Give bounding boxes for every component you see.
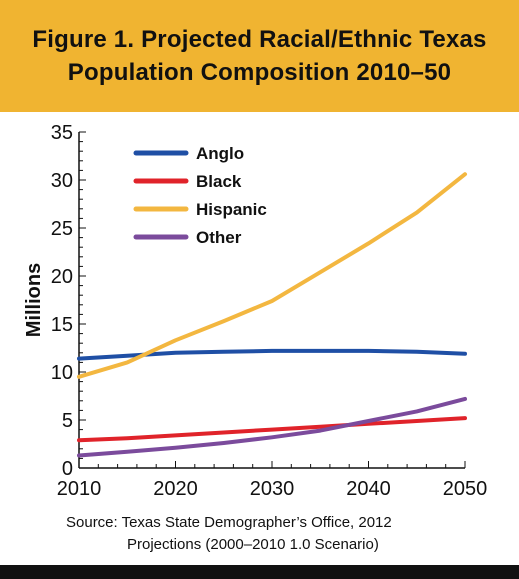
y-tick-label: 15 [51,314,73,336]
series-line-other [77,396,467,458]
series-line-black [77,416,467,443]
y-tick-label: 25 [51,218,73,240]
legend-label-black: Black [196,172,242,191]
y-tick-label: 10 [51,362,73,384]
y-tick-label: 30 [51,170,73,192]
y-tick-label: 35 [51,122,73,144]
figure-title-line-2: Population Composition 2010–50 [67,59,452,86]
legend-label-other: Other [196,228,242,247]
figure-title-banner: Figure 1. Projected Racial/Ethnic Texas … [0,0,519,112]
x-tick-label: 2030 [250,478,295,500]
y-tick-label: 20 [51,266,73,288]
x-tick-label: 2020 [153,478,198,500]
x-tick-label: 2050 [443,478,488,500]
line-chart: 0 5 10 15 20 25 30 35 2010 2020 2030 2040 2050 Millio… [23,122,488,500]
x-tick-label: 2010 [57,478,102,500]
source-line-1: Source: Texas State Demographer’s Office… [66,514,392,531]
legend-label-anglo: Anglo [196,144,244,163]
y-tick-label: 5 [62,410,73,432]
legend-label-hispanic: Hispanic [196,200,267,219]
x-tick-label: 2040 [346,478,391,500]
figure-title-line-1: Figure 1. Projected Racial/Ethnic Texas [32,26,487,53]
bottom-bar [0,565,519,579]
y-tick-label: 0 [62,458,73,480]
series-line-hispanic [77,172,467,379]
source-line-2: Projections (2000–2010 1.0 Scenario) [127,536,379,553]
y-axis-label: Millions [23,263,45,337]
